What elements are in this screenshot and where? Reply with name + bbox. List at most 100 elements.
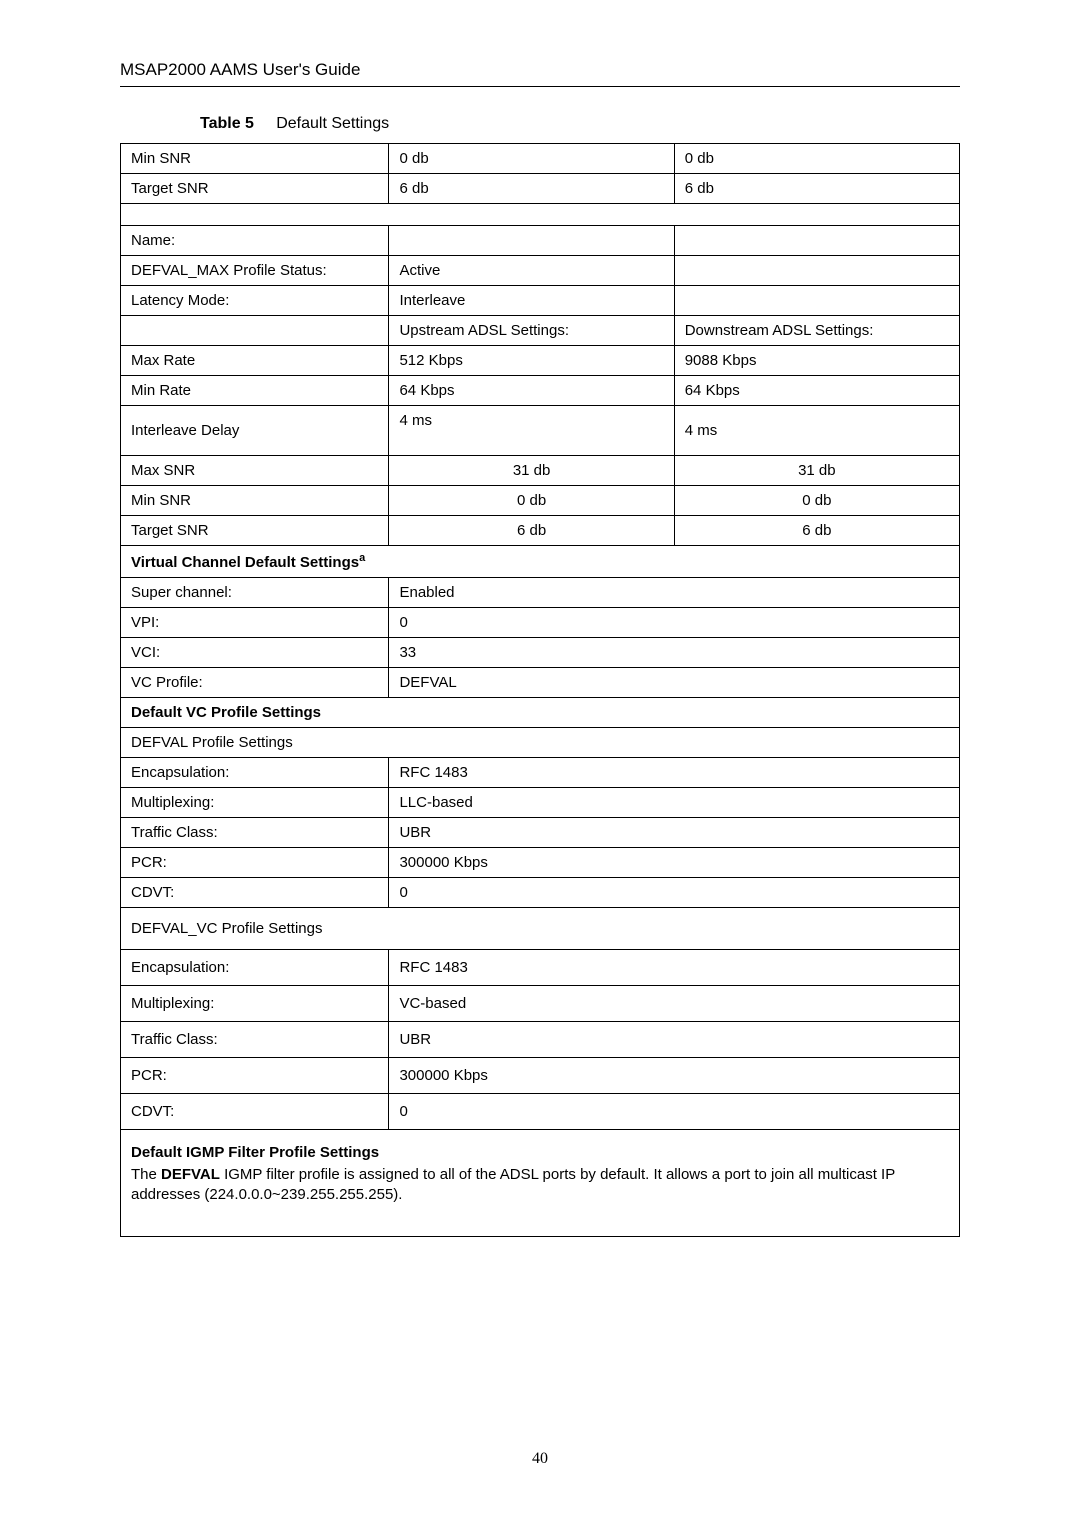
table-row: Latency Mode: Interleave	[121, 286, 960, 316]
cell-label: Max SNR	[121, 456, 389, 486]
cell-label: Target SNR	[121, 174, 389, 204]
table-row: Min Rate 64 Kbps 64 Kbps	[121, 376, 960, 406]
table-row: VCI: 33	[121, 638, 960, 668]
table-row: PCR: 300000 Kbps	[121, 1058, 960, 1094]
cell-value: UBR	[389, 1022, 960, 1058]
table-row: Traffic Class: UBR	[121, 818, 960, 848]
cell-value: LLC-based	[389, 788, 960, 818]
cell-value: DEFVAL	[389, 668, 960, 698]
cell-label: VCI:	[121, 638, 389, 668]
table-row: PCR: 300000 Kbps	[121, 848, 960, 878]
cell-label: Name:	[121, 226, 389, 256]
cell-value: 6 db	[674, 174, 959, 204]
cell-value: UBR	[389, 818, 960, 848]
cell-value: 6 db	[389, 516, 674, 546]
cell-value: Upstream ADSL Settings:	[389, 316, 674, 346]
cell-value: Downstream ADSL Settings:	[674, 316, 959, 346]
cell-label: CDVT:	[121, 878, 389, 908]
cell-label: Interleave Delay	[121, 406, 389, 456]
footer-title: Default IGMP Filter Profile Settings	[131, 1144, 949, 1161]
cell-value	[674, 226, 959, 256]
table-row: DEFVAL Profile Settings	[121, 728, 960, 758]
table-row: Super channel: Enabled	[121, 578, 960, 608]
cell-label	[121, 316, 389, 346]
table-row: Encapsulation: RFC 1483	[121, 950, 960, 986]
section-header: Default VC Profile Settings	[121, 698, 960, 728]
cell-label: Encapsulation:	[121, 758, 389, 788]
table-row: Target SNR 6 db 6 db	[121, 516, 960, 546]
cell-label: DEFVAL_MAX Profile Status:	[121, 256, 389, 286]
table-row: Traffic Class: UBR	[121, 1022, 960, 1058]
cell-label: Traffic Class:	[121, 1022, 389, 1058]
cell-value: RFC 1483	[389, 950, 960, 986]
cell-value: 0 db	[389, 486, 674, 516]
cell-value	[389, 226, 674, 256]
cell-label: PCR:	[121, 1058, 389, 1094]
cell-value: Active	[389, 256, 674, 286]
table-row: Multiplexing: VC-based	[121, 986, 960, 1022]
cell-label: Min Rate	[121, 376, 389, 406]
footnote-marker: a	[359, 552, 365, 564]
table-caption: Table 5 Default Settings	[200, 115, 960, 133]
table-row: Max SNR 31 db 31 db	[121, 456, 960, 486]
footer-block: Default IGMP Filter Profile Settings The…	[120, 1130, 960, 1237]
table-row: VC Profile: DEFVAL	[121, 668, 960, 698]
table-row: VPI: 0	[121, 608, 960, 638]
cell-value: Enabled	[389, 578, 960, 608]
cell-value: 300000 Kbps	[389, 1058, 960, 1094]
section-header: Virtual Channel Default Settingsa	[121, 546, 960, 578]
cell-value: 0	[389, 878, 960, 908]
spacer-row	[121, 204, 960, 226]
cell-label: VPI:	[121, 608, 389, 638]
cell-value	[674, 256, 959, 286]
cell-value: VC-based	[389, 986, 960, 1022]
table-row: Name:	[121, 226, 960, 256]
cell-label: Max Rate	[121, 346, 389, 376]
cell-value	[674, 286, 959, 316]
cell-value: 0	[389, 608, 960, 638]
cell-label: Encapsulation:	[121, 950, 389, 986]
cell-label: CDVT:	[121, 1094, 389, 1130]
cell-label: Multiplexing:	[121, 788, 389, 818]
section-label: Virtual Channel Default Settings	[131, 554, 359, 571]
page-number: 40	[0, 1450, 1080, 1468]
caption-text: Default Settings	[276, 115, 389, 132]
table-row: Max Rate 512 Kbps 9088 Kbps	[121, 346, 960, 376]
cell-value: 64 Kbps	[389, 376, 674, 406]
subsection-label: DEFVAL Profile Settings	[121, 728, 960, 758]
cell-value: 0 db	[389, 144, 674, 174]
cell-value: 0 db	[674, 486, 959, 516]
table-row: Min SNR 0 db 0 db	[121, 486, 960, 516]
spacer-cell	[121, 204, 960, 226]
cell-value: 4 ms	[674, 406, 959, 456]
table-row: CDVT: 0	[121, 878, 960, 908]
cell-value: 31 db	[674, 456, 959, 486]
table-row: Encapsulation: RFC 1483	[121, 758, 960, 788]
footer-text-bold: DEFVAL	[161, 1166, 220, 1183]
cell-value: 64 Kbps	[674, 376, 959, 406]
cell-label: Target SNR	[121, 516, 389, 546]
settings-table: Min SNR 0 db 0 db Target SNR 6 db 6 db N…	[120, 143, 960, 1130]
cell-label: Multiplexing:	[121, 986, 389, 1022]
cell-label: Min SNR	[121, 486, 389, 516]
cell-label: Min SNR	[121, 144, 389, 174]
table-row: Target SNR 6 db 6 db	[121, 174, 960, 204]
section-row: Virtual Channel Default Settingsa	[121, 546, 960, 578]
doc-header: MSAP2000 AAMS User's Guide	[120, 60, 960, 87]
table-row: Interleave Delay 4 ms 4 ms	[121, 406, 960, 456]
cell-label: Super channel:	[121, 578, 389, 608]
cell-value: 0	[389, 1094, 960, 1130]
cell-value: 6 db	[674, 516, 959, 546]
subsection-label: DEFVAL_VC Profile Settings	[121, 908, 960, 950]
cell-value: 33	[389, 638, 960, 668]
cell-value: 512 Kbps	[389, 346, 674, 376]
cell-value: Interleave	[389, 286, 674, 316]
caption-label: Table 5	[200, 115, 254, 132]
cell-value: 0 db	[674, 144, 959, 174]
cell-value: 4 ms	[389, 406, 674, 456]
section-row: Default VC Profile Settings	[121, 698, 960, 728]
cell-value: 300000 Kbps	[389, 848, 960, 878]
cell-value: 6 db	[389, 174, 674, 204]
cell-label: Latency Mode:	[121, 286, 389, 316]
table-row: CDVT: 0	[121, 1094, 960, 1130]
